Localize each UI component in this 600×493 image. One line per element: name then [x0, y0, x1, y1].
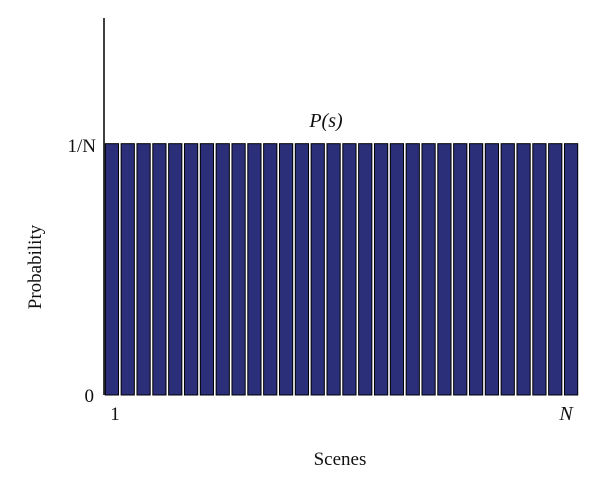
bar-8 [215, 143, 230, 396]
bar-23 [453, 143, 468, 396]
bar-5 [168, 143, 183, 396]
y-tick-label-zero: 0 [85, 386, 95, 407]
bar-29 [548, 143, 563, 396]
x-tick-label-first: 1 [110, 404, 120, 425]
distribution-annotation: P(s) [308, 110, 343, 132]
bar-6 [183, 143, 199, 396]
bar-22 [437, 143, 452, 396]
bar-30 [563, 143, 579, 396]
bar-16 [342, 143, 357, 396]
y-tick-label-one-over-n: 1/N [68, 136, 97, 157]
bar-13 [294, 143, 310, 396]
bar-11 [263, 143, 278, 396]
bar-1 [104, 143, 120, 396]
bar-9 [231, 143, 246, 396]
bar-20 [405, 143, 420, 396]
bar-28 [532, 143, 547, 396]
bar-2 [120, 143, 135, 396]
bar-10 [247, 143, 262, 396]
bars-group [104, 143, 579, 396]
x-tick-label-last: N [558, 403, 574, 425]
x-axis-label: Scenes [314, 449, 367, 470]
bar-19 [389, 143, 405, 396]
bar-4 [152, 143, 167, 396]
bar-25 [484, 143, 500, 396]
bar-24 [468, 143, 484, 396]
bar-26 [500, 143, 515, 396]
bar-12 [278, 143, 294, 396]
bar-17 [358, 143, 373, 396]
bar-18 [373, 143, 389, 396]
bar-27 [516, 143, 531, 396]
bar-7 [199, 143, 215, 396]
bar-15 [326, 143, 341, 396]
bar-14 [310, 143, 325, 396]
bar-21 [421, 143, 436, 396]
y-axis-label: Probability [25, 224, 46, 309]
bar-3 [136, 143, 151, 396]
